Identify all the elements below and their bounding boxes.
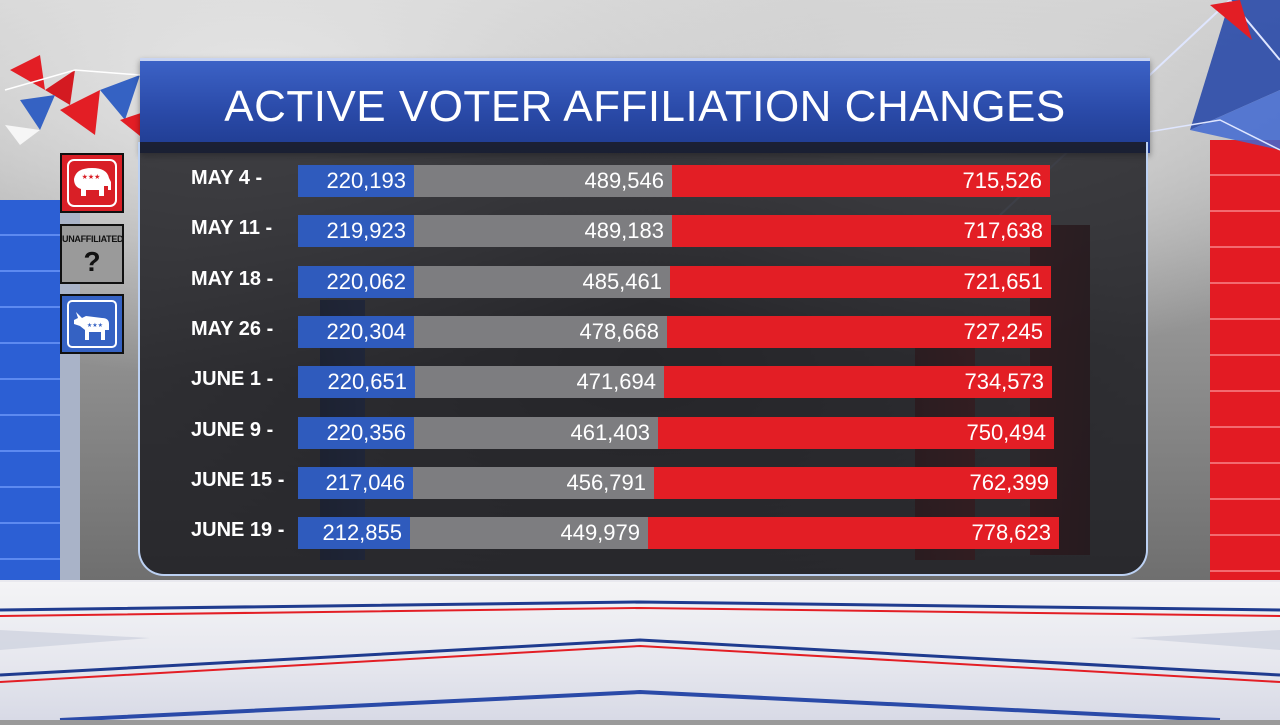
bar-republican: 762,399 (654, 467, 1057, 499)
chart-row: MAY 4 - 220,193 489,546 715,526 (0, 165, 1280, 197)
bar-republican: 717,638 (672, 215, 1051, 247)
data-label: 778,623 (971, 520, 1051, 545)
bar-unaffiliated: 489,183 (414, 215, 672, 247)
chart-row: MAY 26 - 220,304 478,668 727,245 (0, 316, 1280, 348)
data-label: 485,461 (582, 269, 662, 294)
background-pillar-red-right (1210, 140, 1280, 580)
data-label: 212,855 (322, 520, 402, 545)
legend-unaffiliated: UNAFFILIATED ? (60, 224, 124, 284)
bar-republican: 778,623 (648, 517, 1059, 549)
background-pillar-blue-left (0, 200, 60, 580)
donkey-icon: ★★★ (67, 300, 117, 348)
category-label: MAY 26 - (191, 318, 274, 340)
bar-unaffiliated: 461,403 (414, 417, 658, 449)
title-banner: ACTIVE VOTER AFFILIATION CHANGES (140, 58, 1150, 153)
bar-republican: 721,651 (670, 266, 1051, 298)
data-label: 721,651 (963, 269, 1043, 294)
data-label: 217,046 (325, 470, 405, 495)
bar-unaffiliated: 478,668 (414, 316, 667, 348)
bar-democrat: 219,923 (298, 215, 414, 247)
bar-democrat: 220,304 (298, 316, 414, 348)
bar-democrat: 212,855 (298, 517, 410, 549)
floor-stripes (0, 572, 1280, 722)
data-label: 715,526 (962, 168, 1042, 193)
bar-republican: 727,245 (667, 316, 1051, 348)
data-label: 471,694 (576, 369, 656, 394)
data-label: 219,923 (326, 218, 406, 243)
background-floor (0, 572, 1280, 722)
data-label: 750,494 (966, 420, 1046, 445)
question-mark-icon: ? (83, 246, 101, 277)
bar-republican: 750,494 (658, 417, 1054, 449)
category-label: JUNE 9 - (191, 419, 274, 441)
svg-text:★★★: ★★★ (82, 173, 101, 181)
category-label: MAY 18 - (191, 268, 274, 290)
elephant-icon: ★★★ (67, 159, 117, 207)
page-title: ACTIVE VOTER AFFILIATION CHANGES (224, 82, 1066, 131)
data-label: 456,791 (566, 470, 646, 495)
bar-democrat: 220,356 (298, 417, 414, 449)
data-label: 220,651 (327, 369, 407, 394)
bar-unaffiliated: 456,791 (413, 467, 654, 499)
data-label: 727,245 (963, 319, 1043, 344)
legend-republican: ★★★ (60, 153, 124, 213)
legend-democrat: ★★★ (60, 294, 124, 354)
data-label: 717,638 (963, 218, 1043, 243)
data-label: 220,193 (326, 168, 406, 193)
data-label: 449,979 (560, 520, 640, 545)
chart-row: JUNE 15 - 217,046 456,791 762,399 (0, 467, 1280, 499)
category-label: JUNE 19 - (191, 519, 285, 541)
bar-democrat: 220,062 (298, 266, 414, 298)
bar-unaffiliated: 471,694 (415, 366, 664, 398)
data-label: 220,304 (326, 319, 406, 344)
bar-unaffiliated: 489,546 (414, 165, 672, 197)
chart-row: JUNE 9 - 220,356 461,403 750,494 (0, 417, 1280, 449)
bar-democrat: 217,046 (298, 467, 413, 499)
decorative-facets-left (4, 55, 150, 145)
data-label: 478,668 (579, 319, 659, 344)
bar-democrat: 220,193 (298, 165, 414, 197)
data-label: 220,062 (326, 269, 406, 294)
data-label: 734,573 (964, 369, 1044, 394)
chart-row: JUNE 19 - 212,855 449,979 778,623 (0, 517, 1280, 549)
svg-text:★★★: ★★★ (87, 322, 103, 329)
bar-unaffiliated: 449,979 (410, 517, 648, 549)
data-label: 489,183 (584, 218, 664, 243)
chart-panel (138, 142, 1148, 576)
category-label: MAY 11 - (191, 217, 273, 239)
data-label: 461,403 (570, 420, 650, 445)
category-label: MAY 4 - (191, 167, 263, 189)
data-label: 220,356 (326, 420, 406, 445)
chart-row: MAY 18 - 220,062 485,461 721,651 (0, 266, 1280, 298)
category-label: JUNE 15 - (191, 469, 285, 491)
data-label: 762,399 (969, 470, 1049, 495)
unaffiliated-label: UNAFFILIATED (62, 234, 124, 244)
bar-republican: 715,526 (672, 165, 1050, 197)
bar-unaffiliated: 485,461 (414, 266, 670, 298)
chart-row: MAY 11 - 219,923 489,183 717,638 (0, 215, 1280, 247)
data-label: 489,546 (584, 168, 664, 193)
chart-row: JUNE 1 - 220,651 471,694 734,573 (0, 366, 1280, 398)
category-label: JUNE 1 - (191, 368, 274, 390)
bar-democrat: 220,651 (298, 366, 415, 398)
bar-republican: 734,573 (664, 366, 1052, 398)
